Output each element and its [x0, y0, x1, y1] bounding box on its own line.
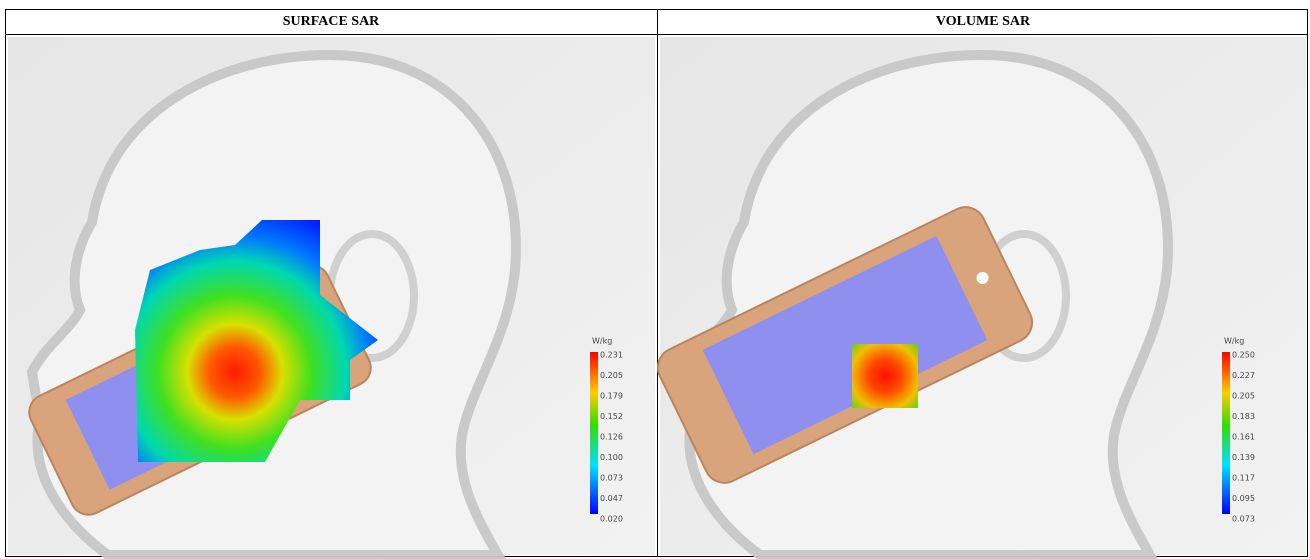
legend-label: 0.205: [600, 371, 623, 380]
legend-label: 0.152: [600, 412, 623, 421]
legend-unit: W/kg: [1224, 337, 1244, 346]
volume-sar-map: [852, 344, 918, 408]
legend-label: 0.183: [1232, 412, 1255, 421]
legend-label: 0.126: [600, 433, 623, 442]
legend-label: 0.100: [600, 453, 623, 462]
legend-label: 0.073: [1232, 515, 1255, 524]
legend-label: 0.095: [1232, 494, 1255, 503]
legend-label: 0.117: [1232, 474, 1255, 483]
sar-table: SURFACE SAR VOLUME SAR W/kg 0.231 0.205 0.1…: [0, 0, 1310, 559]
color-bar: [1222, 352, 1230, 514]
legend-label: 0.047: [600, 494, 623, 503]
legend-label: 0.231: [600, 351, 623, 360]
color-bar: [590, 352, 598, 514]
legend-label: 0.073: [600, 474, 623, 483]
legend-label: 0.250: [1232, 351, 1255, 360]
legend-label: 0.227: [1232, 371, 1255, 380]
legend-label: 0.161: [1232, 433, 1255, 442]
legend-unit: W/kg: [592, 337, 612, 346]
column-header: SURFACE SAR: [283, 14, 380, 29]
legend-label: 0.179: [600, 392, 623, 401]
legend-label: 0.205: [1232, 392, 1255, 401]
legend-label: 0.139: [1232, 453, 1255, 462]
legend-label: 0.020: [600, 515, 623, 524]
column-header: VOLUME SAR: [936, 14, 1031, 29]
